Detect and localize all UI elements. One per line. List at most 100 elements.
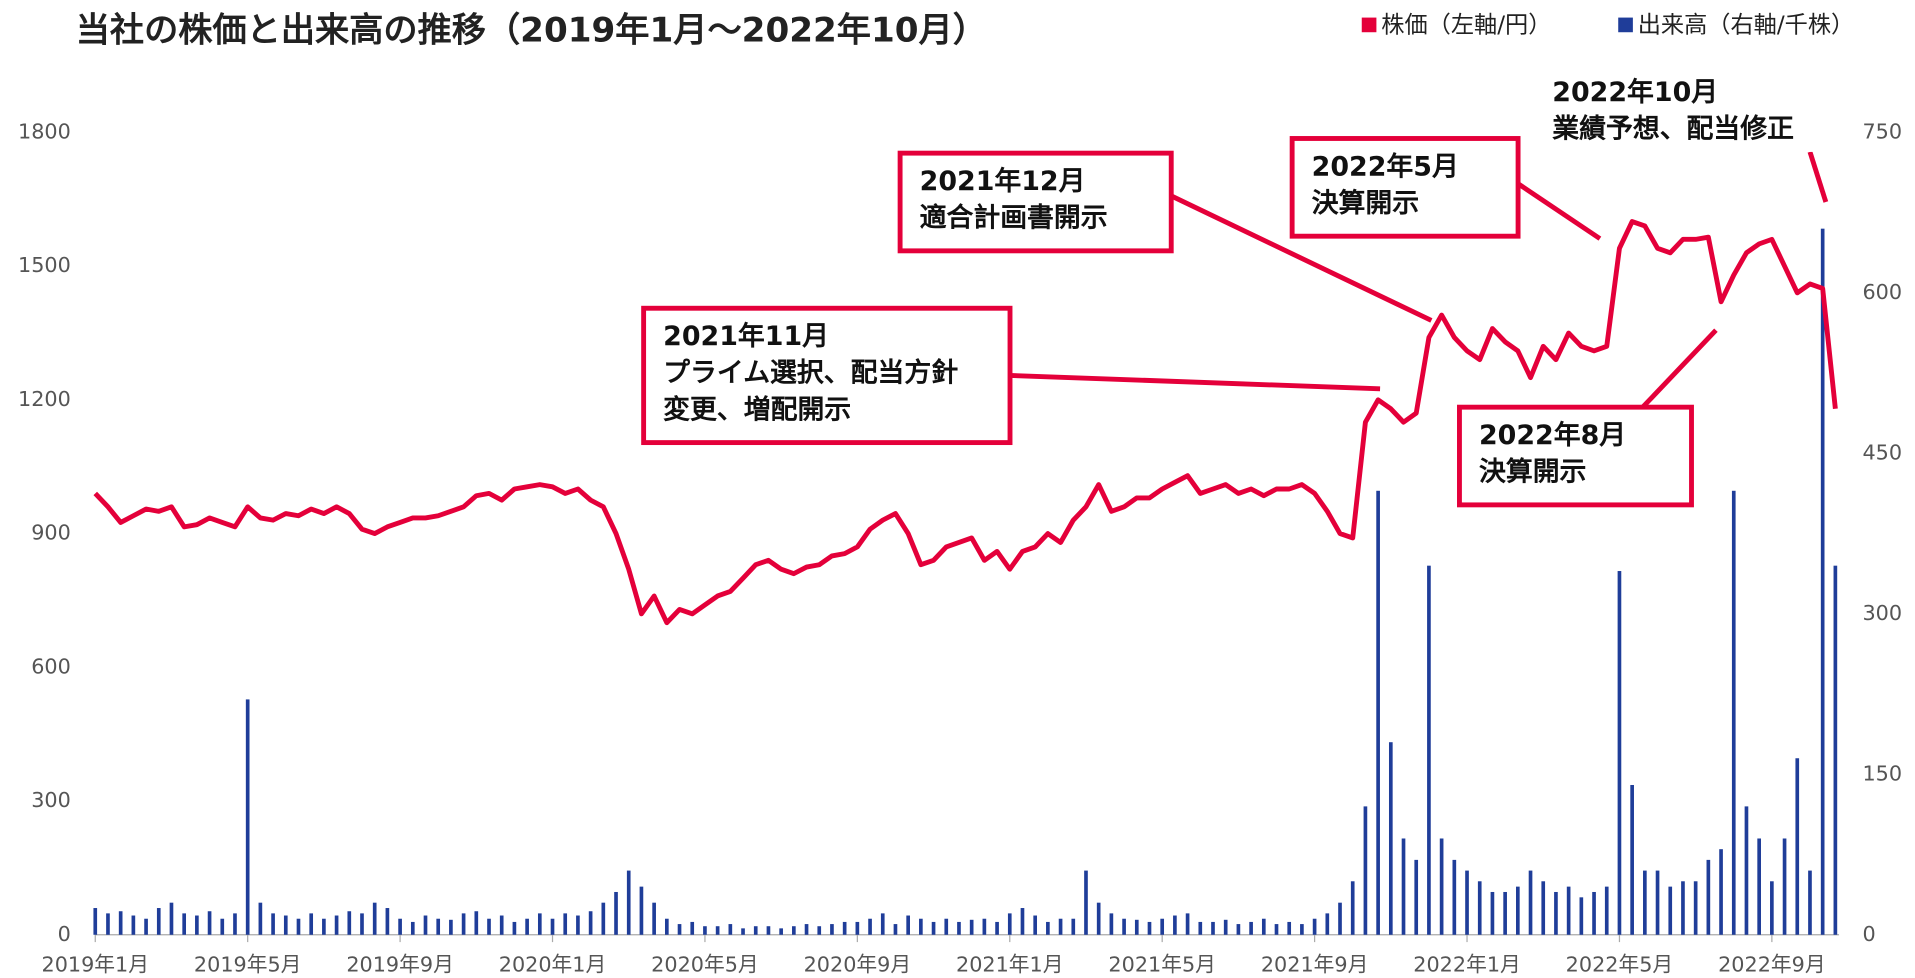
volume-bar <box>1439 838 1444 935</box>
callout-text: 2022年10月 <box>1552 76 1718 108</box>
volume-bar <box>372 902 377 935</box>
x-tick-label: 2020年9月 <box>804 952 912 976</box>
volume-bar <box>1325 913 1330 935</box>
volume-bar <box>106 913 110 935</box>
callout-text: 変更、増配開示 <box>663 393 851 425</box>
volume-bar <box>1338 902 1342 935</box>
volume-bar <box>1744 806 1749 935</box>
volume-bar <box>1795 758 1800 935</box>
volume-bar <box>1058 918 1063 935</box>
volume-bar <box>474 911 479 935</box>
callout-text: 2021年12月 <box>920 165 1086 197</box>
volume-bar <box>1579 897 1584 935</box>
volume-bar <box>1427 565 1431 935</box>
volume-bar <box>1516 886 1520 935</box>
volume-bar <box>1490 891 1495 935</box>
volume-bar <box>461 913 466 935</box>
volume-bar <box>499 915 504 935</box>
volume-bar <box>1668 886 1673 935</box>
legend-label: 出来高（右軸/千株） <box>1638 12 1855 39</box>
volume-bar <box>1655 870 1660 935</box>
volume-bar <box>309 913 314 935</box>
volume-bar <box>322 918 326 935</box>
volume-bar <box>1134 919 1139 935</box>
volume-bar <box>1096 902 1101 935</box>
volume-bar <box>868 918 872 935</box>
x-tick-label: 2021年5月 <box>1108 952 1216 976</box>
volume-bar <box>512 921 517 935</box>
volume-bar <box>1249 921 1253 935</box>
volume-bar <box>842 921 847 935</box>
volume-bar <box>1109 913 1114 935</box>
volume-bar <box>1643 870 1647 935</box>
volume-bar <box>550 918 555 935</box>
y-tick-label: 1200 <box>18 387 71 411</box>
callout-text: 適合計画書開示 <box>920 202 1108 234</box>
volume-bar <box>906 915 910 935</box>
x-tick-label: 2020年1月 <box>499 952 607 976</box>
volume-bar <box>118 911 123 935</box>
y2-tick-label: 150 <box>1862 761 1902 785</box>
volume-bar <box>563 913 568 935</box>
volume-bar <box>1388 742 1393 935</box>
volume-bar <box>1122 918 1126 935</box>
volume-bar <box>1808 870 1812 935</box>
volume-bar <box>1719 849 1723 935</box>
volume-bar <box>893 924 898 935</box>
volume-bar <box>1706 859 1711 935</box>
callout-text: 決算開示 <box>1479 456 1586 488</box>
volume-bar <box>690 921 695 935</box>
price-line <box>93 219 1838 626</box>
volume-bar <box>969 919 974 935</box>
volume-bar <box>753 926 758 935</box>
y-tick-label: 300 <box>31 788 71 812</box>
volume-bar <box>1274 924 1279 935</box>
volume-bar <box>245 699 250 935</box>
x-tick-label: 2019年1月 <box>42 952 150 976</box>
volume-bar <box>220 918 225 935</box>
legend-swatch <box>1618 17 1633 33</box>
volume-bar <box>982 918 987 935</box>
volume-bar <box>1528 870 1533 935</box>
volume-bar <box>1617 571 1622 935</box>
volume-bar <box>385 908 390 935</box>
volume-bar <box>537 913 542 935</box>
volume-bar <box>283 915 288 935</box>
volume-bar <box>423 915 428 935</box>
callout-box <box>1289 136 1521 239</box>
volume-bar <box>1820 228 1825 935</box>
callout-box <box>1457 404 1694 508</box>
volume-bar <box>1401 838 1406 935</box>
callout-box <box>641 305 1013 446</box>
callout-line <box>1516 181 1602 241</box>
volume-bar <box>1007 913 1012 935</box>
y-tick-label: 1500 <box>18 253 71 277</box>
volume-bar <box>1300 924 1304 935</box>
volume-bar <box>715 926 720 935</box>
volume-bar <box>601 902 606 935</box>
y2-tick-label: 300 <box>1862 601 1902 625</box>
volume-bar <box>182 913 187 935</box>
volume-bar <box>1757 838 1761 935</box>
volume-bar <box>410 921 415 935</box>
volume-bar <box>1173 915 1177 935</box>
volume-bar <box>347 911 352 935</box>
callout-box <box>1532 63 1848 152</box>
volume-bar <box>487 918 491 935</box>
volume-bar <box>169 902 174 935</box>
volume-bar <box>258 902 263 935</box>
volume-bar <box>1503 891 1507 935</box>
volume-bar <box>271 913 275 935</box>
volume-bar <box>1223 919 1228 935</box>
volume-bar <box>639 886 644 935</box>
volume-bar <box>741 928 745 935</box>
volume-bar <box>1033 915 1038 935</box>
volume-bar <box>207 911 212 935</box>
volume-bar <box>1604 886 1609 935</box>
volume-bar <box>525 918 529 935</box>
y2-tick-label: 750 <box>1862 119 1902 143</box>
callout-line <box>1807 151 1829 203</box>
volume-bar <box>855 921 860 935</box>
volume-bar <box>156 908 161 935</box>
